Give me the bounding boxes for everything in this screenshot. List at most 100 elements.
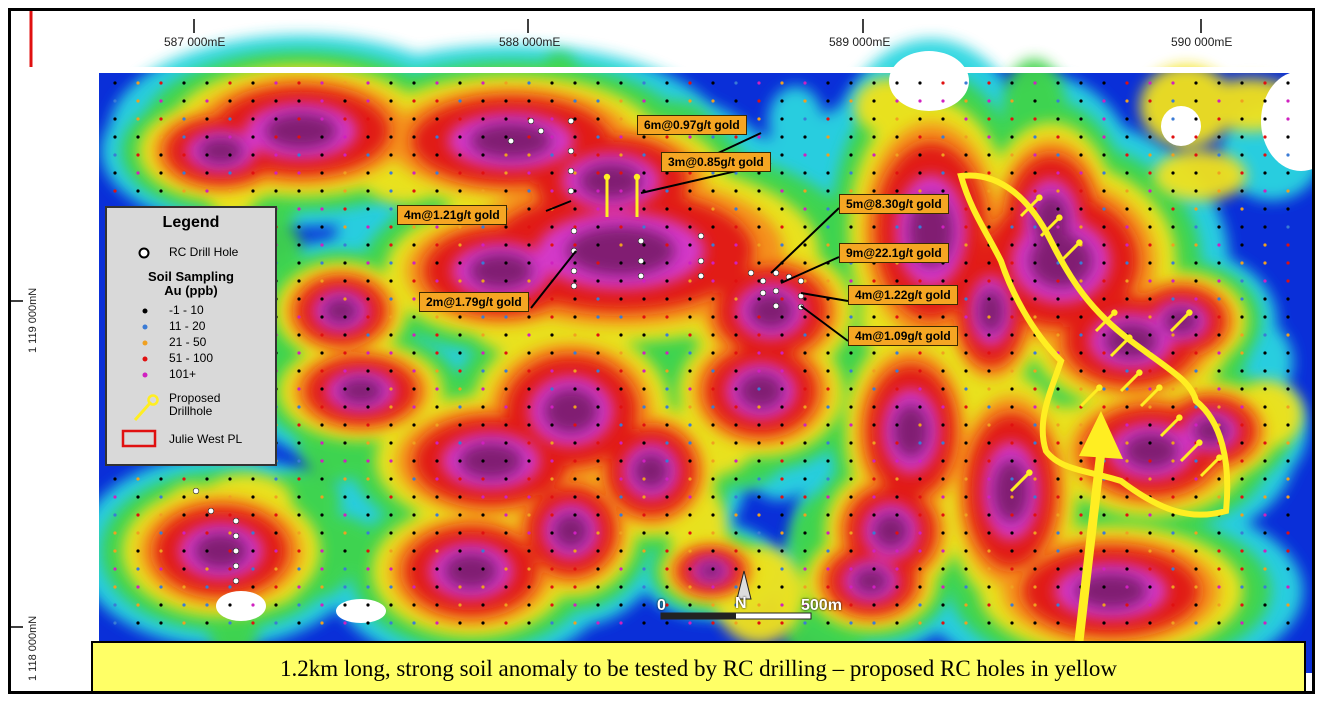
- soil-sample-dot: [1102, 279, 1106, 283]
- soil-sample-dot: [964, 99, 968, 103]
- soil-sample-dot: [1171, 315, 1175, 319]
- soil-sample-dot: [619, 207, 623, 211]
- soil-sample-dot: [366, 333, 370, 337]
- soil-sample-dot: [1240, 333, 1244, 337]
- soil-sample-dot: [550, 261, 554, 265]
- soil-sample-dot: [665, 171, 669, 175]
- soil-sample-dot: [550, 621, 554, 625]
- rc-drill-hole: [192, 487, 200, 495]
- soil-sample-dot: [803, 297, 807, 301]
- soil-sample-dot: [1102, 153, 1106, 157]
- soil-sample-dot: [987, 477, 991, 481]
- soil-sample-dot: [412, 387, 416, 391]
- soil-sample-dot: [757, 207, 761, 211]
- soil-sample-dot: [757, 171, 761, 175]
- soil-sample-dot: [895, 441, 899, 445]
- soil-sample-dot: [895, 315, 899, 319]
- soil-sample-dot: [1171, 603, 1175, 607]
- soil-sample-dot: [987, 603, 991, 607]
- soil-sample-dot: [688, 477, 692, 481]
- soil-sample-dot: [803, 585, 807, 589]
- soil-sample-dot: [826, 243, 830, 247]
- soil-sample-dot: [481, 513, 485, 517]
- soil-sample-dot: [780, 189, 784, 193]
- soil-sample-dot: [711, 225, 715, 229]
- soil-sample-dot: [596, 387, 600, 391]
- soil-sample-dot: [389, 261, 393, 265]
- soil-sample-dot: [504, 531, 508, 535]
- soil-sample-dot: [918, 441, 922, 445]
- soil-sample-dot: [1125, 315, 1129, 319]
- soil-sample-dot: [688, 351, 692, 355]
- proposed-drillhole: [1096, 384, 1103, 391]
- soil-sample-dot: [435, 621, 439, 625]
- soil-sample-dot: [1033, 567, 1037, 571]
- soil-sample-dot: [412, 315, 416, 319]
- soil-sample-dot: [619, 99, 623, 103]
- proposed-drillhole: [1139, 386, 1161, 408]
- soil-sample-dot: [803, 441, 807, 445]
- soil-sample-dot: [734, 243, 738, 247]
- assay-callout: 9m@22.1g/t gold: [839, 243, 949, 263]
- soil-sample-dot: [205, 549, 209, 553]
- soil-sample-dot: [1125, 477, 1129, 481]
- soil-sample-dot: [136, 549, 140, 553]
- soil-sample-dot: [619, 477, 623, 481]
- soil-sample-dot: [366, 423, 370, 427]
- soil-sample-dot: [458, 549, 462, 553]
- soil-sample-dot: [711, 351, 715, 355]
- soil-sample-dot: [274, 585, 278, 589]
- soil-sample-dot: [389, 531, 393, 535]
- soil-sample-dot: [1286, 153, 1290, 157]
- soil-sample-dot: [573, 567, 577, 571]
- soil-sample-dot: [1263, 117, 1267, 121]
- proposed-drillhole: [1196, 439, 1203, 446]
- soil-sample-dot: [573, 387, 577, 391]
- rc-drill-hole: [747, 269, 755, 277]
- soil-sample-dot: [918, 477, 922, 481]
- soil-sample-dot: [1263, 81, 1267, 85]
- soil-sample-dot: [527, 495, 531, 499]
- soil-sample-dot: [297, 387, 301, 391]
- soil-sample-dot: [527, 477, 531, 481]
- soil-sample-dot: [527, 387, 531, 391]
- soil-sample-dot: [895, 189, 899, 193]
- soil-sample-dot: [1148, 261, 1152, 265]
- soil-sample-dot: [1079, 135, 1083, 139]
- soil-sample-dot: [826, 513, 830, 517]
- soil-sample-dot: [1217, 261, 1221, 265]
- soil-sample-dot: [596, 405, 600, 409]
- soil-sample-dot: [987, 81, 991, 85]
- soil-sample-dot: [1125, 441, 1129, 445]
- soil-sample-dot: [504, 603, 508, 607]
- soil-sample-dot: [527, 135, 531, 139]
- soil-sample-dot: [136, 135, 140, 139]
- soil-sample-dot: [274, 153, 278, 157]
- soil-sample-dot: [619, 189, 623, 193]
- soil-sample-dot: [1056, 495, 1060, 499]
- soil-sample-dot: [872, 423, 876, 427]
- soil-sample-dot: [734, 279, 738, 283]
- soil-sample-dot: [872, 351, 876, 355]
- soil-sample-dot: [159, 477, 163, 481]
- soil-sample-dot: [1125, 495, 1129, 499]
- soil-sample-dot: [1194, 585, 1198, 589]
- soil-sample-dot: [228, 495, 232, 499]
- heat-blob: [198, 137, 244, 165]
- soil-sample-dot: [780, 531, 784, 535]
- soil-sample-dot: [987, 621, 991, 625]
- soil-sample-dot: [665, 585, 669, 589]
- soil-sample-dot: [205, 621, 209, 625]
- soil-sample-dot: [1263, 315, 1267, 319]
- soil-sample-dot: [688, 189, 692, 193]
- rc-drill-hole: [772, 269, 780, 277]
- soil-sample-dot: [389, 405, 393, 409]
- soil-sample-dot: [1194, 297, 1198, 301]
- soil-sample-dot: [182, 495, 186, 499]
- soil-sample-dot: [757, 243, 761, 247]
- soil-sample-dot: [826, 117, 830, 121]
- soil-sample-dot: [734, 459, 738, 463]
- soil-sample-dot: [665, 261, 669, 265]
- soil-sample-dot: [458, 171, 462, 175]
- soil-sample-dot: [849, 369, 853, 373]
